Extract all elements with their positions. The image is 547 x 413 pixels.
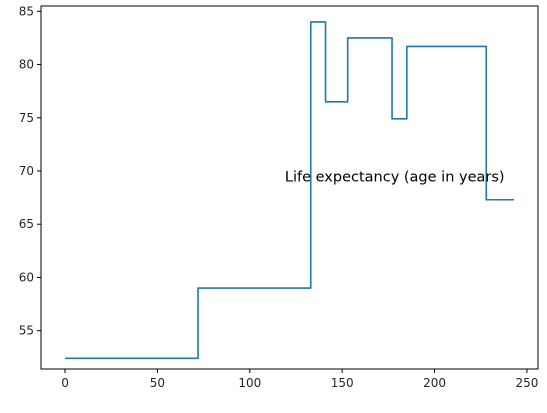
y-tick-label: 80	[19, 58, 34, 72]
y-tick-label: 60	[19, 270, 34, 284]
annotation-text: Life expectancy (age in years)	[285, 170, 505, 186]
x-tick-label: 150	[331, 376, 354, 390]
series-line	[65, 21, 514, 360]
y-tick-label: 75	[19, 111, 34, 125]
y-tick-label: 70	[19, 164, 34, 178]
y-axis: 55 60 65 70 75 80 85	[19, 4, 41, 338]
x-tick-label: 250	[515, 376, 538, 390]
x-tick-label: 100	[238, 376, 261, 390]
x-axis: 0 50 100 150 200 250	[61, 369, 538, 390]
x-tick-label: 200	[423, 376, 446, 390]
x-tick-label: 0	[61, 376, 69, 390]
x-tick-label: 50	[150, 376, 165, 390]
annotation-layer: Life expectancy (age in years)	[285, 170, 505, 186]
y-tick-label: 65	[19, 217, 34, 231]
y-tick-label: 85	[19, 4, 34, 18]
y-tick-label: 55	[19, 324, 34, 338]
series-layer	[65, 21, 514, 360]
plot-frame	[40, 5, 539, 370]
